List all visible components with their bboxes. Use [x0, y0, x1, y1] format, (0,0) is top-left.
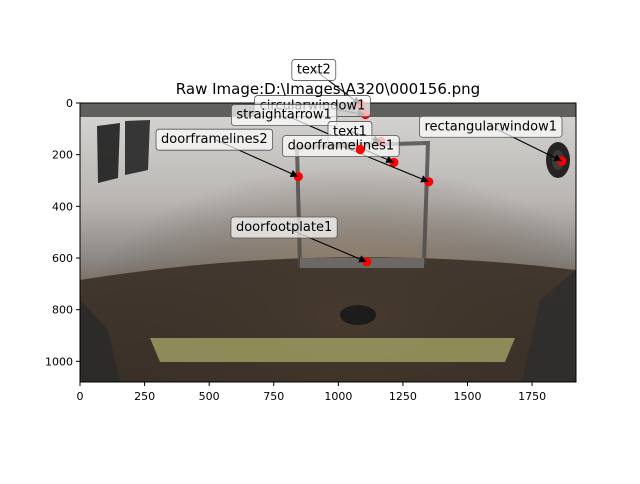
annotation-label: doorframelines2: [161, 132, 268, 147]
annotation-straightarrow1: straightarrow1: [230, 104, 338, 127]
y-tick-label: 1000: [45, 355, 73, 368]
x-tick-label: 1250: [389, 390, 417, 403]
y-axis: 0 200 400 600 800 1000: [45, 97, 80, 368]
annotation-box: [419, 115, 563, 138]
annotation-label: doorframelines1: [288, 139, 395, 154]
y-tick-label: 200: [52, 149, 73, 162]
data-point-rectangularwindow1: [557, 156, 567, 166]
annotation-text2: text2: [291, 59, 337, 81]
x-tick-label: 1500: [454, 390, 482, 403]
annotation-doorfootplate1: doorfootplate1: [230, 216, 338, 239]
y-tick-label: 0: [66, 97, 73, 110]
y-tick-label: 400: [52, 200, 73, 213]
annotation-doorframelines1: doorframelines1: [282, 135, 400, 158]
annotation-box: [282, 135, 400, 158]
annotation-box: [291, 59, 337, 81]
x-tick-label: 500: [199, 390, 220, 403]
annotation-layer: text2circularwindow1straightarrow1text1r…: [155, 59, 567, 267]
annotation-label: text2: [297, 62, 331, 77]
x-tick-label: 1000: [324, 390, 352, 403]
x-tick-label: 1750: [518, 390, 546, 403]
annotation-label: doorfootplate1: [236, 220, 332, 235]
chart-title: Raw Image:D:\Images\A320\000156.png: [176, 80, 480, 98]
y-tick-label: 800: [52, 304, 73, 317]
y-tick-label: 600: [52, 252, 73, 265]
x-tick-label: 0: [77, 390, 84, 403]
x-tick-label: 250: [134, 390, 155, 403]
x-tick-label: 750: [263, 390, 284, 403]
annotation-doorframelines2: doorframelines2: [155, 128, 274, 151]
data-point-circularwindow1-extra: [355, 144, 365, 155]
annotation-box: [155, 128, 274, 151]
annotation-rectangularwindow1: rectangularwindow1: [419, 115, 563, 138]
annotation-label: straightarrow1: [236, 108, 331, 123]
annotation-box: [230, 216, 338, 239]
annotation-box: [230, 104, 338, 127]
x-axis: 0 250 500 750 1000 1250 1500 1750: [77, 382, 546, 403]
annotation-label: rectangularwindow1: [424, 119, 557, 134]
